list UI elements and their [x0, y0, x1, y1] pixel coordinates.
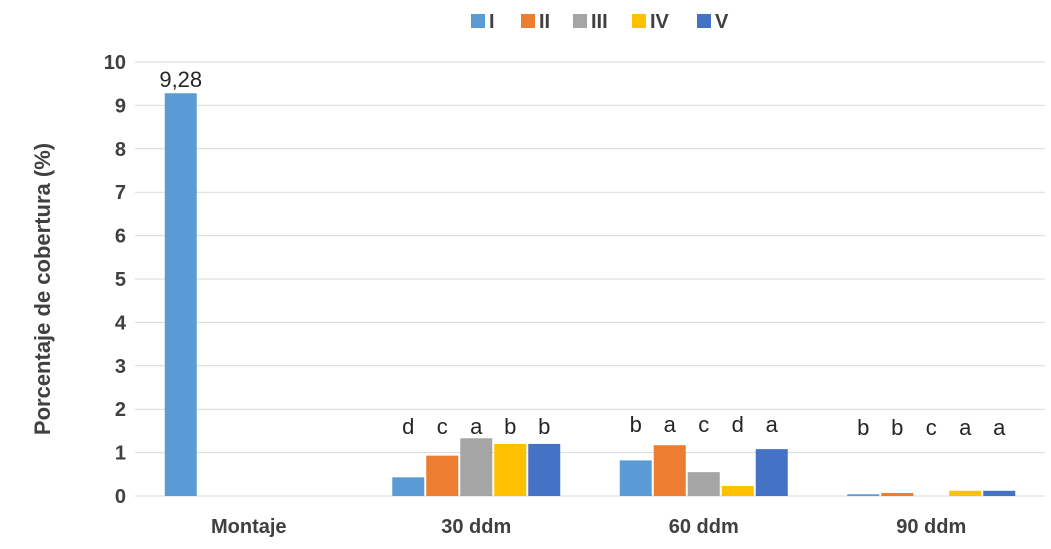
- bar-II-2: [653, 445, 686, 496]
- bar-II-1: [426, 455, 459, 496]
- data-label: b: [857, 415, 869, 440]
- x-category-label: 90 ddm: [896, 516, 966, 538]
- data-label: a: [664, 412, 677, 437]
- y-tick-label-5: 5: [115, 269, 126, 291]
- data-labels: 9,28d c a b b b a c d a b b c a a: [159, 67, 1006, 440]
- y-axis-title: Porcentaje de cobertura (%): [30, 143, 55, 435]
- bar-I-2: [619, 460, 652, 496]
- data-label: b: [630, 412, 642, 437]
- bars: [164, 93, 1016, 497]
- data-label: c: [698, 412, 709, 437]
- data-label: 9,28: [159, 67, 202, 92]
- legend-swatch-V: [697, 14, 711, 28]
- x-category-label: 60 ddm: [669, 516, 739, 538]
- legend-swatch-I: [471, 14, 485, 28]
- bar-I-0: [164, 93, 197, 497]
- data-label: a: [766, 412, 779, 437]
- data-label: a: [470, 414, 483, 439]
- y-tick-label-2: 2: [115, 399, 126, 421]
- y-tick-label-4: 4: [115, 312, 127, 334]
- x-category-labels: Montaje 30 ddm 60 ddm 90 ddm: [211, 516, 966, 538]
- data-label: b: [891, 415, 903, 440]
- legend-label-III: III: [591, 11, 608, 33]
- bar-III-1: [460, 438, 493, 496]
- gridlines: [135, 61, 1045, 497]
- bar-III-2: [687, 472, 720, 496]
- bar-IV-3: [949, 490, 982, 496]
- data-label: d: [402, 414, 414, 439]
- bar-IV-2: [721, 486, 754, 496]
- bar-V-3: [983, 490, 1016, 496]
- bar-II-3: [881, 492, 914, 496]
- data-label: a: [993, 415, 1006, 440]
- x-category-label: Montaje: [211, 516, 287, 538]
- y-tick-label-8: 8: [115, 139, 126, 161]
- legend-swatch-IV: [632, 14, 646, 28]
- data-label: b: [538, 414, 550, 439]
- legend: I II III IV V: [471, 11, 729, 33]
- y-tick-label-7: 7: [115, 182, 126, 204]
- legend-label-II: II: [539, 11, 550, 33]
- bar-IV-1: [494, 443, 527, 496]
- y-tick-label-1: 1: [115, 443, 126, 465]
- bar-I-3: [847, 494, 880, 496]
- legend-swatch-II: [521, 14, 535, 28]
- bar-V-1: [528, 443, 561, 496]
- data-label: c: [437, 414, 448, 439]
- bar-V-2: [755, 449, 788, 496]
- y-tick-label-6: 6: [115, 226, 126, 248]
- data-label: c: [926, 415, 937, 440]
- y-tick-labels: 0 1 2 3 4 5 6 7 8 9 10: [104, 52, 127, 508]
- legend-swatch-III: [573, 14, 587, 28]
- data-label: d: [732, 412, 744, 437]
- legend-label-IV: IV: [650, 11, 670, 33]
- y-tick-label-0: 0: [115, 486, 126, 508]
- y-tick-label-3: 3: [115, 356, 126, 378]
- data-label: b: [504, 414, 516, 439]
- data-label: a: [959, 415, 972, 440]
- x-category-label: 30 ddm: [441, 516, 511, 538]
- bar-I-1: [392, 477, 425, 496]
- y-tick-label-9: 9: [115, 95, 126, 117]
- legend-label-V: V: [715, 11, 729, 33]
- y-tick-label-10: 10: [104, 52, 126, 74]
- legend-label-I: I: [489, 11, 495, 33]
